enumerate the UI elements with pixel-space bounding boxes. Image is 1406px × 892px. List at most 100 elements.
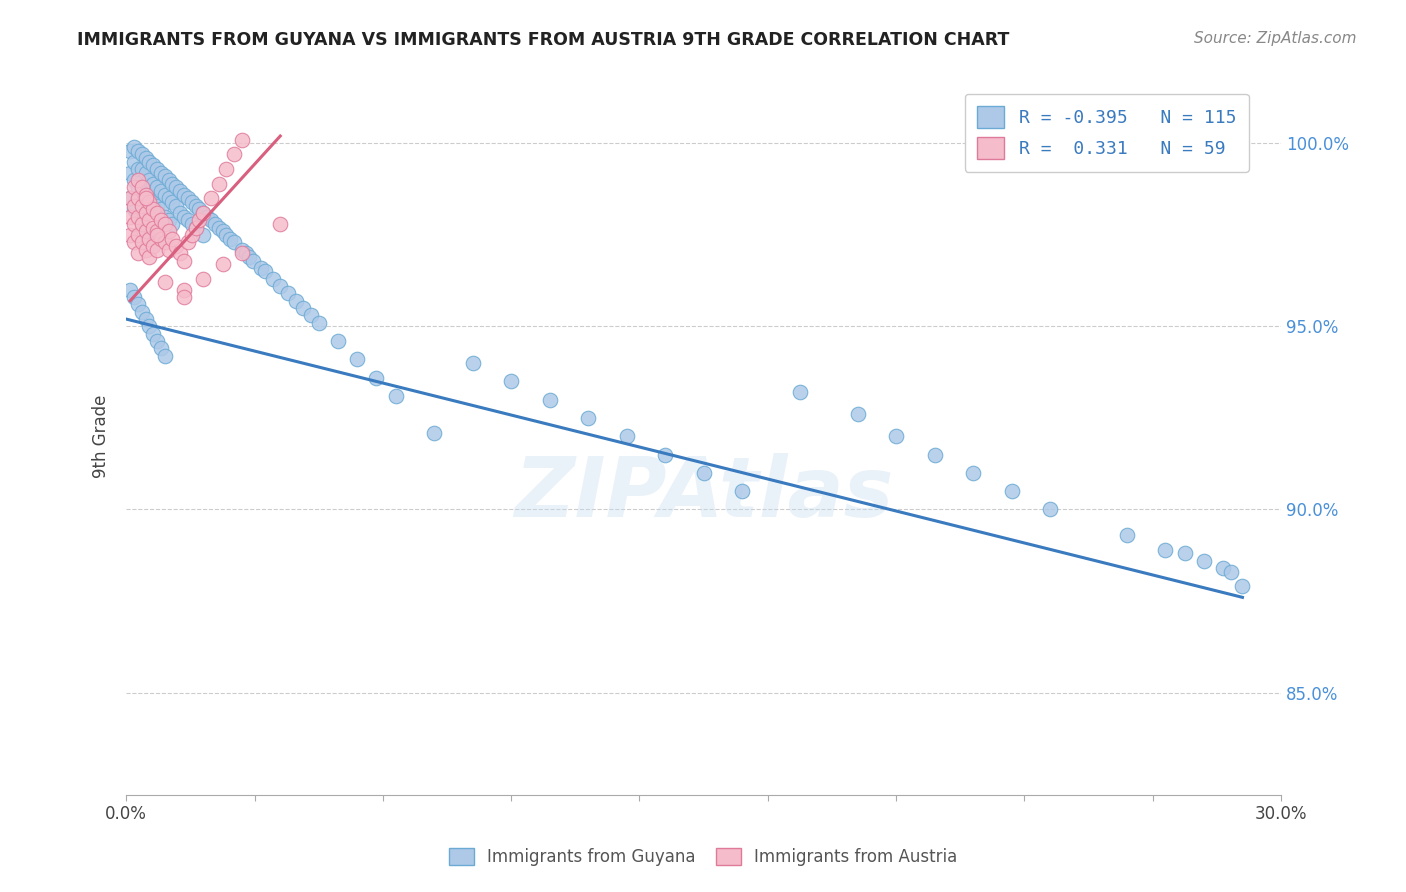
Point — [211, 257, 233, 271]
Point — [277, 286, 299, 301]
Point — [180, 194, 202, 209]
Point — [135, 166, 157, 180]
Point — [127, 173, 149, 187]
Point — [576, 411, 599, 425]
Point — [122, 154, 145, 169]
Point — [153, 217, 176, 231]
Point — [138, 187, 160, 202]
Point — [146, 334, 169, 348]
Point — [122, 202, 145, 217]
Point — [177, 191, 200, 205]
Point — [184, 198, 207, 212]
Point — [789, 385, 811, 400]
Point — [149, 213, 172, 227]
Point — [262, 272, 284, 286]
Point — [184, 220, 207, 235]
Point — [235, 246, 257, 260]
Point — [1116, 528, 1139, 542]
Point — [131, 217, 153, 231]
Point — [299, 309, 322, 323]
Point — [135, 243, 157, 257]
Point — [654, 448, 676, 462]
Point — [165, 198, 187, 212]
Point — [146, 243, 169, 257]
Point — [250, 260, 273, 275]
Point — [169, 246, 191, 260]
Point — [157, 173, 180, 187]
Point — [157, 191, 180, 205]
Point — [138, 213, 160, 227]
Point — [142, 202, 165, 217]
Point — [284, 293, 307, 308]
Point — [157, 224, 180, 238]
Point — [165, 239, 187, 253]
Point — [253, 264, 276, 278]
Point — [153, 169, 176, 184]
Point — [135, 312, 157, 326]
Point — [138, 194, 160, 209]
Point — [231, 246, 253, 260]
Point — [193, 206, 215, 220]
Point — [193, 227, 215, 242]
Point — [122, 217, 145, 231]
Point — [135, 191, 157, 205]
Point — [131, 217, 153, 231]
Point — [127, 246, 149, 260]
Point — [292, 301, 315, 315]
Point — [127, 144, 149, 158]
Point — [162, 194, 184, 209]
Legend: Immigrants from Guyana, Immigrants from Austria: Immigrants from Guyana, Immigrants from … — [441, 841, 965, 873]
Point — [1174, 546, 1197, 560]
Point — [169, 206, 191, 220]
Point — [731, 484, 754, 499]
Point — [127, 180, 149, 194]
Point — [142, 194, 165, 209]
Point — [180, 227, 202, 242]
Point — [222, 147, 245, 161]
Point — [138, 319, 160, 334]
Point — [149, 342, 172, 356]
Point — [924, 448, 946, 462]
Point — [188, 202, 211, 217]
Text: ZIPAtlas: ZIPAtlas — [515, 453, 893, 534]
Point — [222, 235, 245, 250]
Legend: R = -0.395   N = 115, R =  0.331   N = 59: R = -0.395 N = 115, R = 0.331 N = 59 — [965, 94, 1249, 172]
Point — [138, 231, 160, 245]
Point — [501, 375, 523, 389]
Point — [173, 283, 195, 297]
Point — [138, 227, 160, 242]
Point — [211, 224, 233, 238]
Point — [146, 235, 169, 250]
Point — [153, 349, 176, 363]
Point — [146, 206, 169, 220]
Point — [135, 151, 157, 165]
Point — [231, 133, 253, 147]
Point — [308, 316, 330, 330]
Point — [326, 334, 349, 348]
Point — [173, 253, 195, 268]
Point — [142, 239, 165, 253]
Point — [135, 187, 157, 202]
Point — [423, 425, 446, 440]
Point — [846, 407, 869, 421]
Point — [127, 210, 149, 224]
Point — [122, 290, 145, 304]
Point — [208, 220, 231, 235]
Point — [188, 213, 211, 227]
Point — [153, 187, 176, 202]
Point — [215, 227, 238, 242]
Point — [135, 206, 157, 220]
Point — [120, 283, 142, 297]
Point — [120, 191, 142, 205]
Point — [461, 356, 484, 370]
Point — [616, 429, 638, 443]
Point — [231, 243, 253, 257]
Point — [120, 210, 142, 224]
Point — [131, 180, 153, 194]
Point — [346, 352, 368, 367]
Point — [884, 429, 907, 443]
Point — [269, 279, 291, 293]
Point — [122, 235, 145, 250]
Point — [138, 250, 160, 264]
Point — [242, 253, 264, 268]
